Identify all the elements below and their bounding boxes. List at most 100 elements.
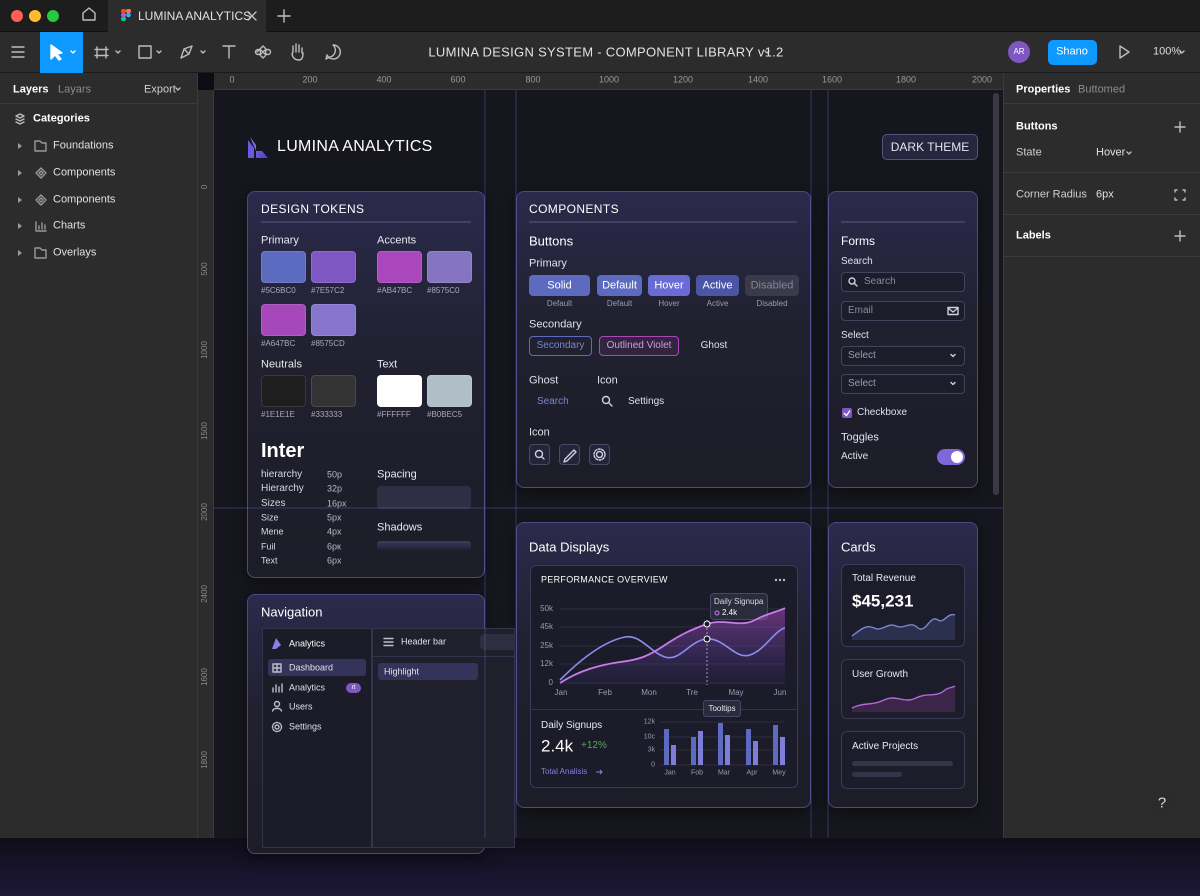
- field-label: Toggles: [841, 431, 879, 444]
- swatch-label: #5C6BC0: [261, 286, 296, 295]
- icon-button[interactable]: [559, 444, 580, 465]
- y-tick-label: 25k: [540, 641, 553, 650]
- ghost-button: Ghost: [700, 340, 728, 351]
- radius-value: 6px: [1096, 188, 1114, 201]
- export-menu: Export: [144, 83, 176, 96]
- type-size: 6px: [327, 555, 342, 566]
- icon-button[interactable]: [529, 444, 550, 465]
- secondary-button[interactable]: [529, 336, 592, 356]
- layer-name: Overlays: [53, 246, 97, 259]
- avatar-initials: AR: [1013, 47, 1025, 56]
- token-group: Neutrals: [261, 358, 302, 371]
- layers-panel: [0, 73, 198, 838]
- nav-item-label: Dashboard: [289, 662, 334, 673]
- share-label: Shano: [1056, 45, 1088, 58]
- primary-button[interactable]: [529, 275, 590, 296]
- move-tool[interactable]: [40, 32, 83, 73]
- type-name: Sizes: [261, 497, 286, 509]
- button-label: Hover: [654, 279, 684, 291]
- progress-bar: [852, 772, 902, 777]
- ruler-label: 2000: [200, 503, 209, 521]
- layers-heading: Categories: [33, 112, 90, 125]
- y-tick-label: 3k: [647, 746, 655, 754]
- state-label: Default: [606, 299, 633, 308]
- search-input[interactable]: [841, 272, 965, 292]
- email-input[interactable]: [841, 301, 965, 321]
- nav-badge-label: rt: [351, 685, 356, 691]
- select-input[interactable]: [841, 346, 965, 366]
- metric-value: 2.4k: [541, 736, 574, 756]
- placeholder: Email: [848, 305, 874, 316]
- y-tick-label: 12k: [540, 659, 553, 668]
- metric-change: +12%: [581, 740, 607, 751]
- divider: [1003, 256, 1200, 257]
- select-input[interactable]: [841, 374, 965, 394]
- color-swatch: [261, 304, 306, 336]
- card-title: Cards: [841, 539, 876, 555]
- icon-button[interactable]: [589, 444, 610, 465]
- x-tick-label: May: [728, 688, 744, 697]
- ghost-button: Search: [537, 396, 569, 407]
- swatch-label: #AB47BC: [377, 286, 413, 295]
- highlight-row[interactable]: [378, 663, 478, 680]
- divider: [1003, 214, 1200, 215]
- primary-button[interactable]: [648, 275, 690, 296]
- x-tick-label: Tre: [686, 688, 698, 697]
- primary-button[interactable]: [745, 275, 799, 296]
- color-swatch: [427, 375, 472, 407]
- field-label: Ghost: [529, 374, 559, 387]
- primary-button[interactable]: [696, 275, 739, 296]
- primary-button[interactable]: [597, 275, 642, 296]
- state-label: Active: [706, 299, 729, 308]
- tooltip-title: Tooltips: [708, 703, 736, 713]
- swatch-label: #8575C0: [427, 286, 460, 295]
- layer-row[interactable]: [8, 217, 190, 237]
- ruler-label: 1200: [672, 74, 694, 85]
- properties-tab: Buttomed: [1078, 83, 1126, 96]
- font-name: Inter: [261, 440, 305, 462]
- card-title: Data Displays: [529, 539, 610, 555]
- swatch-label: #A647BC: [261, 339, 296, 348]
- state-label: Disabled: [756, 299, 788, 308]
- section-title: Buttons: [1016, 120, 1058, 133]
- nav-active[interactable]: [268, 659, 366, 676]
- toolbar: [0, 32, 1200, 73]
- file-tab[interactable]: [108, 0, 266, 32]
- brand-name: LUMINA ANALYTICS: [277, 138, 433, 155]
- field-label: State: [1016, 146, 1042, 159]
- color-swatch: [377, 375, 422, 407]
- token-group: Spacing: [377, 468, 417, 481]
- x-tick-label: Feb: [598, 688, 612, 697]
- ruler-label: 1600: [821, 74, 843, 85]
- x-tick-label: Jan: [664, 769, 676, 777]
- ruler-label: 0: [200, 184, 209, 190]
- shadow-sample: [377, 541, 471, 551]
- theme-badge[interactable]: [882, 134, 978, 160]
- help-button[interactable]: [1147, 788, 1177, 818]
- button-label: Secondary: [536, 340, 585, 351]
- header-label: Header bar: [401, 636, 447, 647]
- header-input: [480, 634, 515, 650]
- state-label: Hover: [658, 299, 680, 308]
- y-tick-label: 12k: [643, 718, 655, 726]
- layer-row[interactable]: [8, 244, 190, 264]
- nav-item[interactable]: [268, 699, 366, 716]
- stat-card: [841, 659, 965, 719]
- outlined-button[interactable]: [599, 336, 679, 356]
- layer-name: Components: [53, 166, 116, 179]
- nav-item-label: Users: [289, 701, 313, 712]
- placeholder: Search: [864, 276, 896, 287]
- icon-button: Settings: [628, 396, 665, 407]
- swatch-label: #FFFFFF: [377, 410, 411, 419]
- checkbox[interactable]: [842, 408, 852, 418]
- tooltip-value: 2.4k: [722, 608, 738, 617]
- field-label: Icon: [529, 426, 550, 439]
- tooltip: [703, 700, 741, 717]
- ruler-label: 1800: [200, 751, 209, 769]
- share-button[interactable]: [1048, 40, 1097, 65]
- top-ruler: [214, 73, 1003, 90]
- divider: [373, 656, 515, 657]
- button-label: Solid: [547, 279, 572, 291]
- divider: [1003, 172, 1200, 173]
- nav-item-label: Settings: [289, 721, 322, 732]
